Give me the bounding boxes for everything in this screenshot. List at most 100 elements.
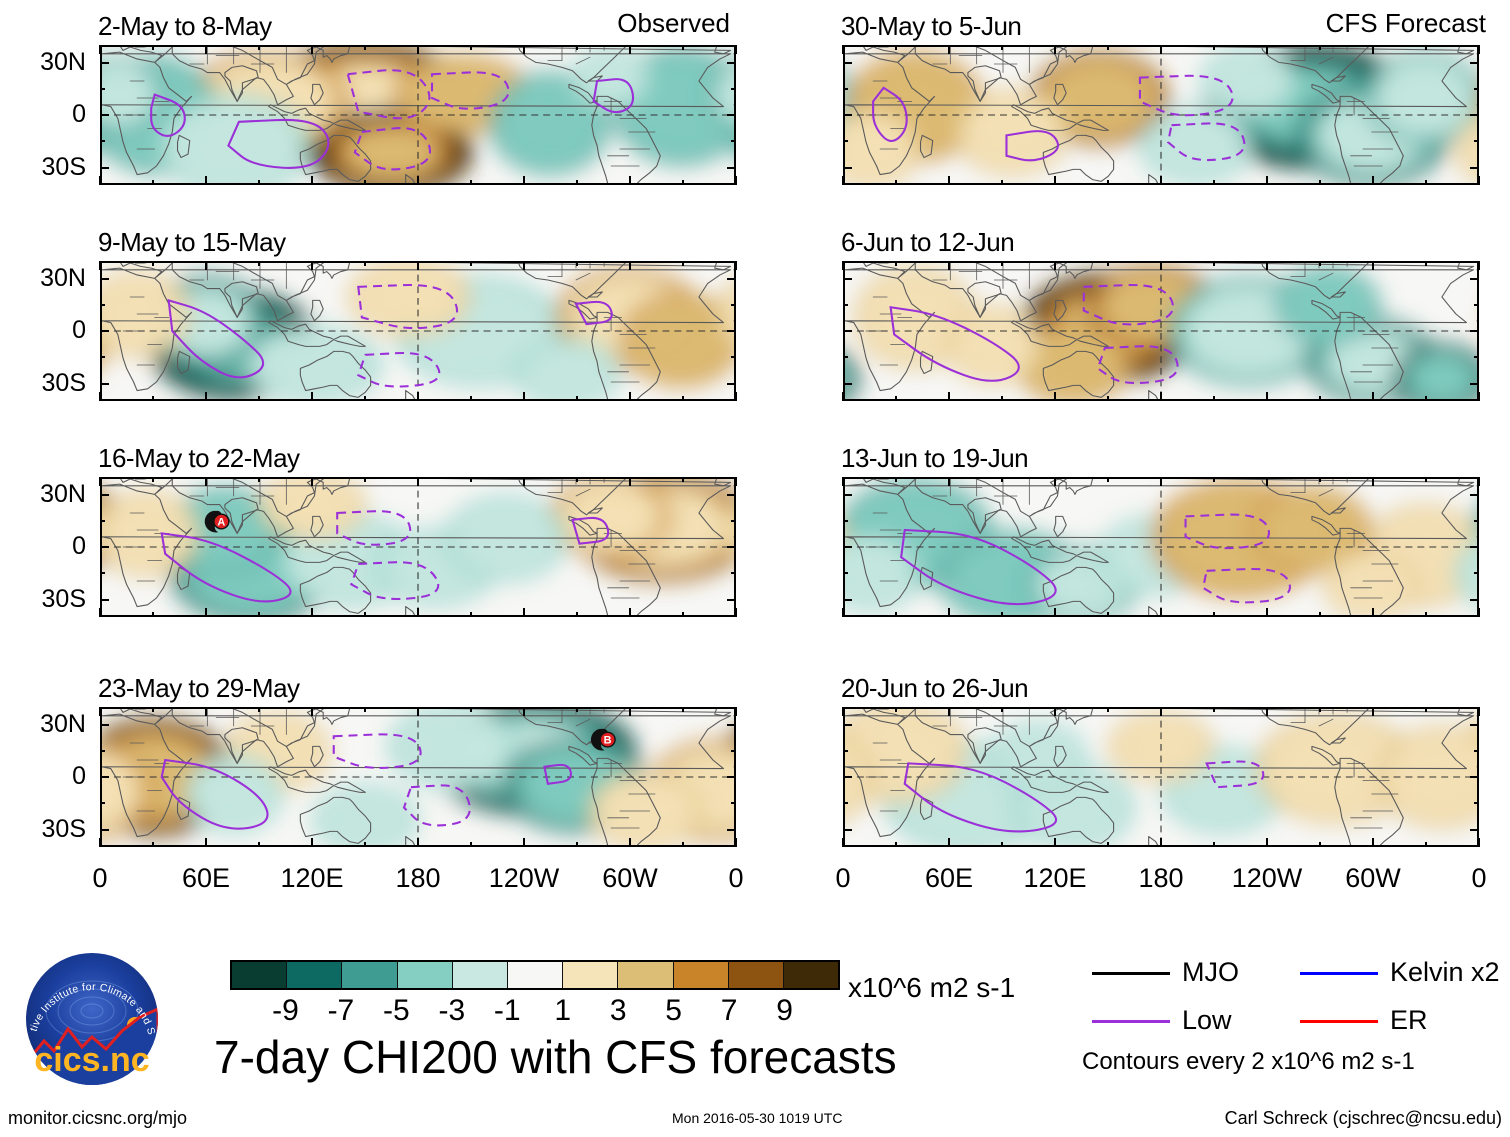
- tick-y: [1470, 776, 1479, 778]
- colorbar-cell-1: [287, 962, 343, 988]
- tick-x: [152, 707, 154, 712]
- tick-x: [1107, 396, 1109, 401]
- tick-x: [1478, 45, 1480, 54]
- legend-swatch-kelvin: [1300, 972, 1378, 975]
- tick-x: [1319, 261, 1321, 266]
- map-panel-obs-1[interactable]: [100, 45, 736, 185]
- tick-x: [470, 842, 472, 847]
- tick-y: [100, 114, 109, 116]
- tick-x: [417, 707, 419, 716]
- map-panel-obs-3[interactable]: A: [100, 477, 736, 617]
- map-field-fcs-4: [845, 709, 1477, 845]
- tick-x: [99, 838, 101, 847]
- tick-x: [842, 45, 844, 54]
- map-panel-obs-2[interactable]: [100, 261, 736, 401]
- tick-y: [100, 382, 109, 385]
- tick-x: [735, 176, 737, 185]
- panel-title-fcs-2: 6-Jun to 12-Jun: [841, 227, 1015, 257]
- tick-x: [1266, 261, 1268, 270]
- tick-x: [1213, 261, 1215, 266]
- tick-y: [727, 330, 736, 332]
- tick-y: [843, 382, 852, 385]
- tick-x: [1001, 180, 1003, 185]
- tick-x: [1372, 838, 1374, 847]
- tick-y: [1470, 166, 1479, 169]
- tick-x: [205, 261, 207, 270]
- tick-y: [843, 749, 848, 752]
- tick-x: [895, 45, 897, 50]
- map-field-obs-4: B: [102, 709, 734, 845]
- map-panel-fcs-4[interactable]: [843, 707, 1479, 847]
- map-panel-fcs-2[interactable]: [843, 261, 1479, 401]
- tick-x: [1319, 842, 1321, 847]
- footer-timestamp: Mon 2016-05-30 1019 UTC: [672, 1110, 843, 1126]
- colorbar-tick-7: 5: [665, 994, 682, 1027]
- tick-y: [100, 356, 105, 359]
- tick-x: [1213, 707, 1215, 712]
- tick-y: [100, 776, 109, 778]
- colorbar-tick-3: -3: [438, 994, 466, 1027]
- tick-x: [1213, 612, 1215, 617]
- tick-x: [1160, 45, 1162, 54]
- tick-x: [258, 707, 260, 712]
- figure-title: 7-day CHI200 with CFS forecasts: [214, 1031, 897, 1083]
- tick-x: [152, 261, 154, 266]
- colorbar-cell-4: [452, 962, 508, 988]
- tick-x: [682, 612, 684, 617]
- tick-x: [735, 261, 737, 270]
- tick-x: [99, 176, 101, 185]
- tick-x: [1319, 612, 1321, 617]
- colorbar-tick-6: 3: [609, 994, 627, 1027]
- colorbar-cell-10: [783, 962, 839, 988]
- tick-x: [1213, 180, 1215, 185]
- tick-y: [1474, 749, 1479, 752]
- tick-x: [258, 261, 260, 266]
- y-tick-0: 0: [72, 532, 86, 560]
- tick-y: [843, 723, 852, 726]
- panel-title-obs-4: 23-May to 29-May: [98, 673, 300, 703]
- y-tick-30N: 30N: [40, 709, 86, 738]
- tick-x: [629, 608, 631, 617]
- tick-x: [152, 396, 154, 401]
- tick-x: [1266, 608, 1268, 617]
- footer-url[interactable]: monitor.cicsnc.org/mjo: [8, 1108, 188, 1128]
- tick-x: [735, 838, 737, 847]
- tick-x: [258, 180, 260, 185]
- colorbar-tick-8: 7: [720, 994, 738, 1027]
- tick-x: [1160, 392, 1162, 401]
- tick-x: [470, 180, 472, 185]
- tick-x: [258, 396, 260, 401]
- tick-x: [895, 612, 897, 617]
- tick-x: [1319, 477, 1321, 482]
- tick-x: [99, 392, 101, 401]
- tick-y: [727, 114, 736, 116]
- tick-x: [948, 477, 950, 486]
- map-panel-fcs-3[interactable]: [843, 477, 1479, 617]
- tick-x: [1478, 176, 1480, 185]
- tick-x: [205, 838, 207, 847]
- x-tick-5: 60W: [1345, 863, 1401, 893]
- tick-x: [99, 261, 101, 270]
- tick-x: [364, 45, 366, 50]
- tick-x: [842, 707, 844, 716]
- map-panel-obs-4[interactable]: B: [100, 707, 736, 847]
- tick-x: [1213, 45, 1215, 50]
- tick-y: [100, 330, 109, 332]
- colorbar-tick-0: -9: [272, 994, 299, 1027]
- tick-x: [1107, 180, 1109, 185]
- tick-x: [1160, 261, 1162, 270]
- tick-x: [1001, 45, 1003, 50]
- tick-x: [1372, 45, 1374, 54]
- legend-swatch-low: [1092, 1020, 1170, 1023]
- map-panel-fcs-1[interactable]: [843, 45, 1479, 185]
- tick-x: [895, 707, 897, 712]
- tick-y: [843, 493, 852, 496]
- tick-x: [523, 45, 525, 54]
- tick-x: [311, 608, 313, 617]
- tick-x: [417, 261, 419, 270]
- tick-x: [1107, 842, 1109, 847]
- tick-x: [364, 180, 366, 185]
- x-tick-6: 0: [728, 863, 744, 893]
- colorbar-tick-2: -5: [383, 994, 410, 1027]
- tick-y: [1470, 382, 1479, 385]
